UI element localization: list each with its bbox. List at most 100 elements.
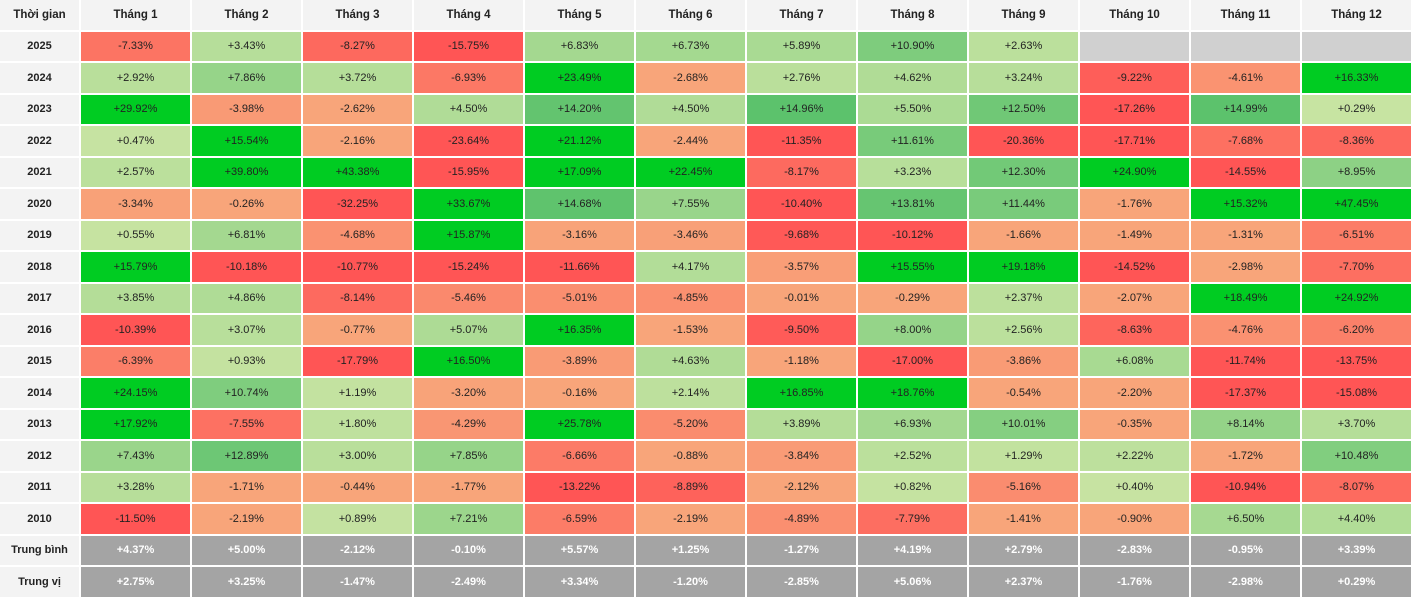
table-row: 2014 +24.15% +10.74% +1.19% -3.20% -0.16% +2.1… xyxy=(0,378,1411,408)
return-cell: +14.99% xyxy=(1191,94,1300,124)
return-cell: -3.86% xyxy=(969,346,1078,376)
return-cell: -3.16% xyxy=(525,220,634,250)
return-cell: -0.01% xyxy=(747,283,856,313)
table-row: 2019 +0.55% +6.81% -4.68% +15.87% -3.16% -3.46… xyxy=(0,220,1411,250)
month-header: Tháng 11 xyxy=(1191,0,1300,30)
table-row: 2022 +0.47% +15.54% -2.16% -23.64% +21.12% -2.… xyxy=(0,126,1411,156)
return-cell: +4.17% xyxy=(636,252,745,282)
return-cell: +47.45% xyxy=(1302,189,1411,219)
return-cell: -3.34% xyxy=(81,189,190,219)
return-cell: -6.93% xyxy=(414,63,523,93)
return-cell: -10.77% xyxy=(303,252,412,282)
return-cell: -1.41% xyxy=(969,504,1078,534)
return-cell: +8.00% xyxy=(858,315,967,345)
return-cell: +22.45% xyxy=(636,157,745,187)
return-cell: -13.75% xyxy=(1302,346,1411,376)
table-row: 2020 -3.34% -0.26% -32.25% +33.67% +14.68% +7.… xyxy=(0,189,1411,219)
return-cell: -5.16% xyxy=(969,472,1078,502)
return-cell: +6.50% xyxy=(1191,504,1300,534)
summary-cell: +4.37% xyxy=(81,535,190,565)
return-cell: +14.96% xyxy=(747,94,856,124)
return-cell: -11.50% xyxy=(81,504,190,534)
table-row: 2017 +3.85% +4.86% -8.14% -5.46% -5.01% -4.85%… xyxy=(0,283,1411,313)
return-cell: +10.01% xyxy=(969,409,1078,439)
return-cell: +7.21% xyxy=(414,504,523,534)
return-cell: -0.77% xyxy=(303,315,412,345)
return-cell: +15.32% xyxy=(1191,189,1300,219)
return-cell: -7.70% xyxy=(1302,252,1411,282)
return-cell: -1.76% xyxy=(1080,189,1189,219)
summary-cell: +5.06% xyxy=(858,567,967,597)
return-cell: +24.15% xyxy=(81,378,190,408)
return-cell: +2.63% xyxy=(969,31,1078,61)
return-cell: +15.55% xyxy=(858,252,967,282)
return-cell: +12.30% xyxy=(969,157,1078,187)
return-cell: -15.75% xyxy=(414,31,523,61)
return-cell: +3.89% xyxy=(747,409,856,439)
return-cell: +10.90% xyxy=(858,31,967,61)
return-cell: -10.40% xyxy=(747,189,856,219)
year-label: 2017 xyxy=(0,283,79,313)
return-cell: -4.29% xyxy=(414,409,523,439)
return-cell: -3.89% xyxy=(525,346,634,376)
return-cell: +3.07% xyxy=(192,315,301,345)
summary-cell: -1.76% xyxy=(1080,567,1189,597)
return-cell: +0.93% xyxy=(192,346,301,376)
return-cell: -15.24% xyxy=(414,252,523,282)
return-cell: -5.01% xyxy=(525,283,634,313)
return-cell: -1.72% xyxy=(1191,441,1300,471)
return-cell: -3.57% xyxy=(747,252,856,282)
return-cell: +2.22% xyxy=(1080,441,1189,471)
month-header: Tháng 9 xyxy=(969,0,1078,30)
return-cell: -9.50% xyxy=(747,315,856,345)
return-cell: -1.77% xyxy=(414,472,523,502)
return-cell: +2.92% xyxy=(81,63,190,93)
empty-cell xyxy=(1191,31,1300,61)
return-cell: +2.37% xyxy=(969,283,1078,313)
return-cell: -6.20% xyxy=(1302,315,1411,345)
table-row: 2011 +3.28% -1.71% -0.44% -1.77% -13.22% -8.89… xyxy=(0,472,1411,502)
month-header: Tháng 5 xyxy=(525,0,634,30)
return-cell: +16.50% xyxy=(414,346,523,376)
return-cell: +6.83% xyxy=(525,31,634,61)
summary-cell: +4.19% xyxy=(858,535,967,565)
return-cell: +7.55% xyxy=(636,189,745,219)
return-cell: +11.44% xyxy=(969,189,1078,219)
month-header: Tháng 1 xyxy=(81,0,190,30)
return-cell: -3.46% xyxy=(636,220,745,250)
return-cell: +15.87% xyxy=(414,220,523,250)
return-cell: -13.22% xyxy=(525,472,634,502)
month-header: Tháng 3 xyxy=(303,0,412,30)
return-cell: +0.55% xyxy=(81,220,190,250)
return-cell: -0.35% xyxy=(1080,409,1189,439)
return-cell: -5.20% xyxy=(636,409,745,439)
return-cell: -1.71% xyxy=(192,472,301,502)
return-cell: -17.71% xyxy=(1080,126,1189,156)
summary-cell: -1.27% xyxy=(747,535,856,565)
return-cell: -1.18% xyxy=(747,346,856,376)
summary-cell: -2.98% xyxy=(1191,567,1300,597)
return-cell: +2.57% xyxy=(81,157,190,187)
month-header: Tháng 8 xyxy=(858,0,967,30)
return-cell: +3.28% xyxy=(81,472,190,502)
return-cell: +4.86% xyxy=(192,283,301,313)
return-cell: -2.16% xyxy=(303,126,412,156)
summary-label: Trung bình xyxy=(0,535,79,565)
return-cell: +6.93% xyxy=(858,409,967,439)
return-cell: +4.50% xyxy=(636,94,745,124)
summary-cell: +3.25% xyxy=(192,567,301,597)
return-cell: -11.74% xyxy=(1191,346,1300,376)
return-cell: +25.78% xyxy=(525,409,634,439)
return-cell: +7.43% xyxy=(81,441,190,471)
return-cell: +3.72% xyxy=(303,63,412,93)
return-cell: -17.26% xyxy=(1080,94,1189,124)
return-cell: -0.29% xyxy=(858,283,967,313)
year-label: 2015 xyxy=(0,346,79,376)
return-cell: -2.20% xyxy=(1080,378,1189,408)
return-cell: +21.12% xyxy=(525,126,634,156)
return-cell: -10.12% xyxy=(858,220,967,250)
summary-cell: -2.49% xyxy=(414,567,523,597)
return-cell: -1.49% xyxy=(1080,220,1189,250)
return-cell: +6.73% xyxy=(636,31,745,61)
year-label: 2016 xyxy=(0,315,79,345)
